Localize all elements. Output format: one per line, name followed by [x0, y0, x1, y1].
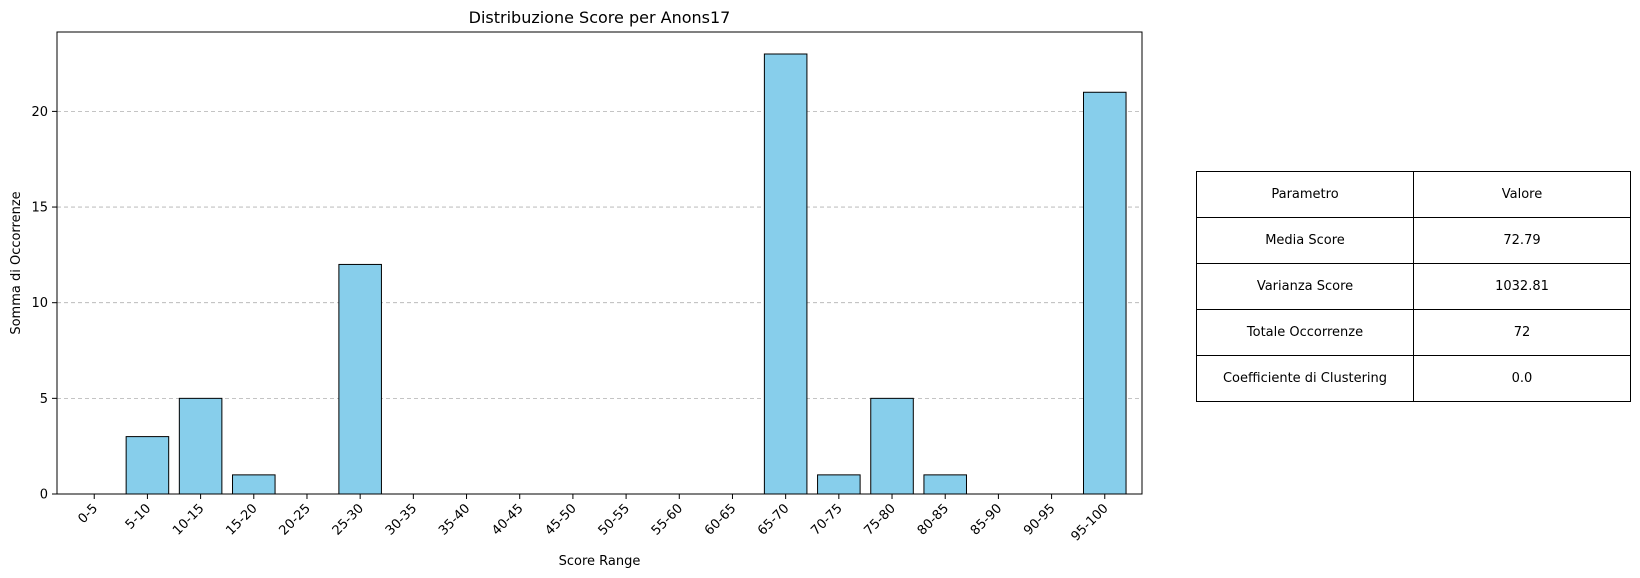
bar — [125, 436, 170, 495]
stats-value-cell: 0.0 — [1413, 355, 1631, 402]
x-tick-label: 85-90 — [968, 501, 1005, 538]
chart-title: Distribuzione Score per Anons17 — [469, 8, 731, 27]
stats-table-row: Totale Occorrenze 72 — [1196, 309, 1631, 356]
bar — [763, 53, 808, 495]
x-axis-label: Score Range — [559, 554, 641, 569]
x-tick-label: 20-25 — [276, 501, 313, 538]
bar-chart: 0-5 5-10 10-15 15-20 20-25 25-30 30-35 35-40 40-… — [9, 8, 1143, 569]
y-tick-label: 5 — [40, 392, 48, 407]
x-axis: 0-5 5-10 10-15 15-20 20-25 25-30 30-35 35-40 40-… — [75, 494, 1112, 544]
x-tick-label: 60-65 — [702, 501, 739, 538]
x-tick-label: 40-45 — [489, 501, 526, 538]
x-tick-label: 80-85 — [915, 501, 952, 538]
x-tick-label: 30-35 — [383, 501, 420, 538]
stats-table-header-value: Valore — [1413, 171, 1631, 218]
x-tick-label: 90-95 — [1021, 501, 1058, 538]
y-tick-label: 15 — [31, 201, 48, 216]
x-tick-label: 65-70 — [755, 501, 792, 538]
bar — [338, 263, 382, 495]
x-tick-label: 45-50 — [542, 501, 579, 538]
grid-lines — [57, 110, 1142, 399]
x-tick-label: 95-100 — [1068, 501, 1111, 544]
stats-value-cell: 1032.81 — [1413, 263, 1631, 310]
y-axis-label: Somma di Occorrenze — [9, 191, 24, 334]
x-tick-label: 25-30 — [330, 501, 367, 538]
y-tick-label: 0 — [40, 488, 48, 503]
x-tick-label: 35-40 — [436, 501, 473, 538]
bars — [125, 53, 1127, 495]
stats-table-row: Media Score 72.79 — [1196, 217, 1631, 264]
stats-param-cell: Coefficiente di Clustering — [1196, 355, 1414, 402]
bar — [923, 474, 967, 495]
stats-table-header-param: Parametro — [1196, 171, 1414, 218]
x-tick-label: 55-60 — [649, 501, 686, 538]
bar — [178, 397, 223, 495]
y-axis: 0 5 10 15 20 — [31, 105, 57, 503]
x-tick-label: 10-15 — [170, 501, 207, 538]
bar — [870, 397, 914, 495]
x-tick-label: 0-5 — [75, 501, 101, 527]
x-tick-label: 15-20 — [223, 501, 260, 538]
x-tick-label: 75-80 — [862, 501, 899, 538]
bar — [1082, 91, 1127, 495]
plot-frame — [56, 31, 1143, 495]
stats-table-header-row: Parametro Valore — [1196, 171, 1631, 218]
stats-param-cell: Varianza Score — [1196, 263, 1414, 310]
stats-param-cell: Totale Occorrenze — [1196, 309, 1414, 356]
stats-table-row: Coefficiente di Clustering 0.0 — [1196, 355, 1631, 402]
y-tick-label: 20 — [31, 105, 48, 120]
x-tick-label: 50-55 — [596, 501, 633, 538]
bar — [817, 474, 861, 495]
stats-value-cell: 72.79 — [1413, 217, 1631, 264]
y-tick-label: 10 — [31, 296, 48, 311]
stats-value-cell: 72 — [1413, 309, 1631, 356]
x-tick-label: 5-10 — [123, 501, 154, 532]
bar — [232, 474, 276, 495]
stats-table: Parametro Valore Media Score 72.79 Varia… — [1196, 171, 1631, 402]
stats-table-row: Varianza Score 1032.81 — [1196, 263, 1631, 310]
stats-param-cell: Media Score — [1196, 217, 1414, 264]
x-tick-label: 70-75 — [808, 501, 845, 538]
